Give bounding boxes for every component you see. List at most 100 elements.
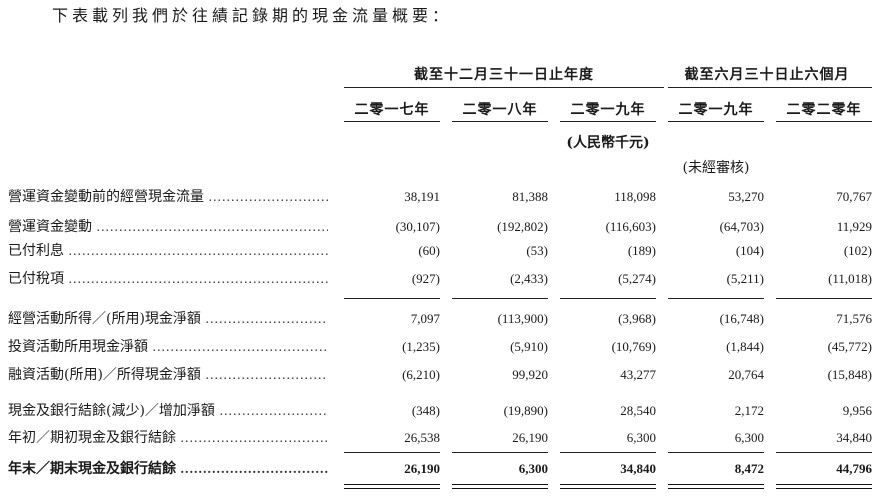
row-value: (1,235) [402, 339, 440, 354]
row-value: (64,703) [719, 219, 764, 234]
row-value: (6,210) [402, 367, 440, 382]
subtotal-rule [452, 452, 548, 453]
row-value: (5,910) [510, 339, 548, 354]
table-row: 營運資金變動前的經營現金流量 .........................… [0, 186, 880, 208]
total-row: 年末／期末現金及銀行結餘 ...........................… [0, 458, 880, 480]
row-value: 6,300 [518, 461, 548, 476]
row-value: (348) [411, 403, 440, 418]
row-value: 43,277 [620, 367, 656, 382]
row-value: (3,968) [618, 311, 656, 326]
row-value: (60) [418, 243, 440, 258]
table-row: 投資活動所用現金淨額 .............................… [0, 336, 880, 358]
row-value: 118,098 [614, 189, 656, 204]
double-total-rule [668, 484, 764, 489]
row-label: 年末／期末現金及銀行結餘 ...........................… [8, 461, 328, 477]
table-row: 現金及銀行結餘(減少)／增加淨額 .......................… [0, 400, 880, 422]
header-group-year-rule [344, 87, 664, 88]
column-header-2020-half: 二零二零年 [786, 102, 862, 118]
double-total-rule [776, 484, 872, 489]
header-group-half-rule [668, 87, 872, 88]
table-row: 經營活動所得／(所用)現金淨額 ........................… [0, 308, 880, 330]
subtotal-rule [344, 452, 440, 453]
subtotal-rule [668, 452, 764, 453]
row-value: 99,920 [512, 367, 548, 382]
row-value: (45,772) [827, 339, 872, 354]
row-value: (2,433) [510, 271, 548, 286]
row-label: 投資活動所用現金淨額 .............................… [8, 339, 328, 355]
row-label: 現金及銀行結餘(減少)／增加淨額 .......................… [8, 403, 328, 419]
row-value: (11,018) [828, 271, 872, 286]
row-label: 融資活動(所用)／所得現金淨額 ........................… [8, 367, 328, 383]
row-value: 28,540 [620, 403, 656, 418]
row-value: 2,172 [734, 403, 764, 418]
row-value: (10,769) [611, 339, 656, 354]
table-row: 營運資金變動 .................................… [0, 216, 880, 238]
row-value: (113,900) [497, 311, 548, 326]
table-row: 年初／期初現金及銀行結餘 ...........................… [0, 427, 880, 449]
column-rule [668, 121, 764, 122]
header-group-year: 截至十二月三十一日止年度 [414, 67, 594, 83]
row-value: 44,796 [836, 461, 872, 476]
subtotal-rule [668, 298, 764, 299]
unaudited-note: (未經審核) [682, 160, 750, 176]
column-rule [452, 121, 548, 122]
row-value: 34,840 [620, 461, 656, 476]
unit-note: (人民幣千元) [566, 135, 650, 151]
row-label: 經營活動所得／(所用)現金淨額 ........................… [8, 311, 328, 327]
subtotal-rule [776, 298, 872, 299]
row-value: 11,929 [836, 219, 872, 234]
row-value: (192,802) [497, 219, 548, 234]
row-value: (5,211) [726, 271, 764, 286]
row-value: (16,748) [719, 311, 764, 326]
table-row: 已付利息 ...................................… [0, 240, 880, 262]
intro-text: 下表載列我們於往績記錄期的現金流量概要： [52, 6, 453, 25]
row-value: (104) [735, 243, 764, 258]
row-value: (1,844) [726, 339, 764, 354]
row-value: (189) [627, 243, 656, 258]
subtotal-rule [560, 298, 656, 299]
header-group-half: 截至六月三十日止六個月 [684, 67, 850, 83]
table-row: 已付稅項 ...................................… [0, 268, 880, 290]
double-total-rule [560, 484, 656, 489]
row-label: 營運資金變動 .................................… [8, 219, 328, 235]
row-value: (927) [411, 271, 440, 286]
double-total-rule [344, 484, 440, 489]
row-label: 已付稅項 ...................................… [8, 271, 328, 287]
row-value: (5,274) [618, 271, 656, 286]
column-header-2019: 二零一九年 [570, 102, 646, 118]
row-value: 70,767 [836, 189, 872, 204]
row-value: 71,576 [836, 311, 872, 326]
row-value: 26,190 [404, 461, 440, 476]
row-value: (102) [843, 243, 872, 258]
column-rule [560, 121, 656, 122]
row-value: 81,388 [512, 189, 548, 204]
column-rule [344, 121, 440, 122]
row-value: 6,300 [626, 430, 656, 445]
row-value: (19,890) [503, 403, 548, 418]
row-value: 38,191 [404, 189, 440, 204]
row-value: 8,472 [734, 461, 764, 476]
row-label: 已付利息 ...................................… [8, 243, 328, 259]
column-header-2018: 二零一八年 [462, 102, 538, 118]
row-value: 9,956 [842, 403, 872, 418]
row-value: 26,538 [404, 430, 440, 445]
row-value: 26,190 [512, 430, 548, 445]
column-header-2019-half: 二零一九年 [678, 102, 754, 118]
subtotal-rule [776, 452, 872, 453]
row-value: 53,270 [728, 189, 764, 204]
row-value: (30,107) [395, 219, 440, 234]
row-label: 年初／期初現金及銀行結餘 ...........................… [8, 430, 328, 446]
row-value: 7,097 [410, 311, 440, 326]
column-rule [776, 121, 872, 122]
subtotal-rule [452, 298, 548, 299]
row-value: 34,840 [836, 430, 872, 445]
table-row: 融資活動(所用)／所得現金淨額 ........................… [0, 364, 880, 386]
row-value: 6,300 [734, 430, 764, 445]
column-header-2017: 二零一七年 [354, 102, 430, 118]
subtotal-rule [560, 452, 656, 453]
row-value: (53) [526, 243, 548, 258]
subtotal-rule [344, 298, 440, 299]
row-value: 20,764 [728, 367, 764, 382]
row-value: (116,603) [605, 219, 656, 234]
double-total-rule [452, 484, 548, 489]
